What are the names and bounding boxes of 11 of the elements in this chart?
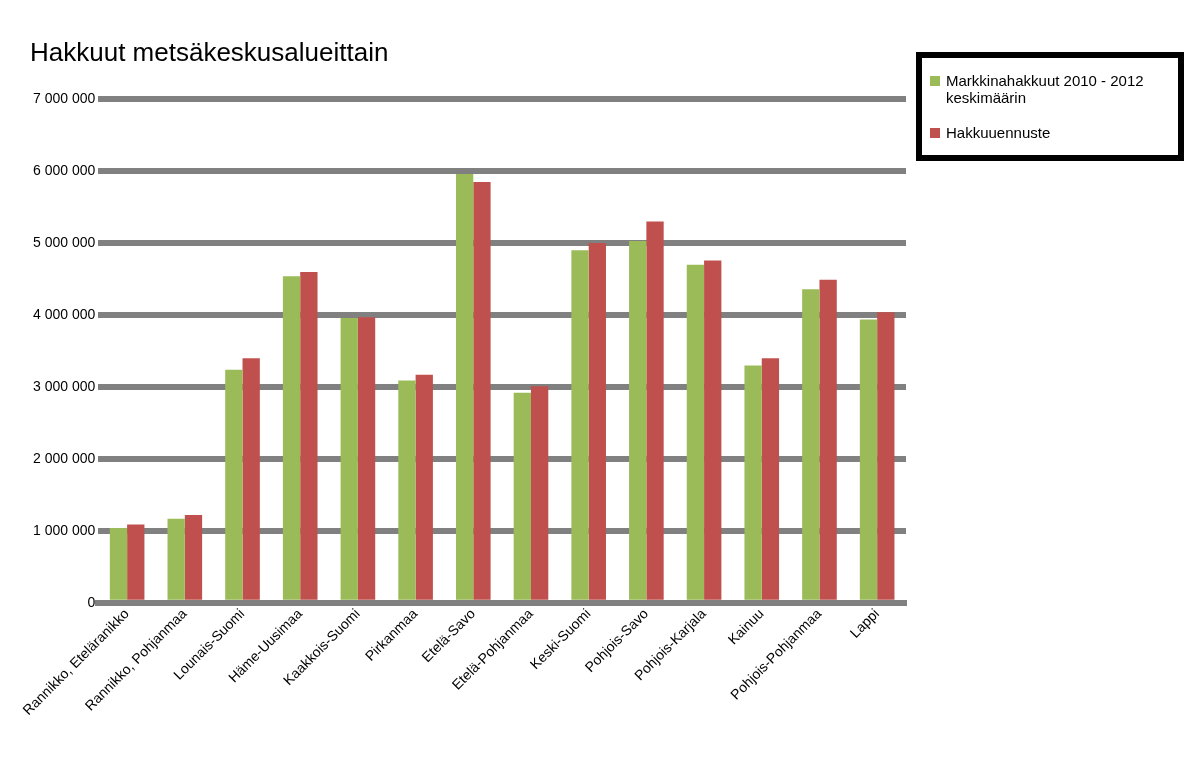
y-tick-label: 1 000 000	[32, 521, 96, 538]
legend-label: Markkinahakkuut 2010 - 2012 keskimäärin	[946, 72, 1145, 106]
y-tick-label: 4 000 000	[32, 305, 96, 322]
y-tick-label: 0	[87, 593, 96, 610]
y-tick-label: 7 000 000	[32, 90, 96, 107]
chart-title: Hakkuut metsäkeskusalueittain	[30, 36, 389, 67]
y-tick-label: 6 000 000	[32, 162, 96, 179]
legend-label: Hakkuuennuste	[946, 124, 1051, 141]
y-tick-label: 5 000 000	[32, 233, 96, 250]
y-tick-label: 2 000 000	[32, 449, 96, 466]
y-tick-label: 3 000 000	[32, 377, 96, 394]
